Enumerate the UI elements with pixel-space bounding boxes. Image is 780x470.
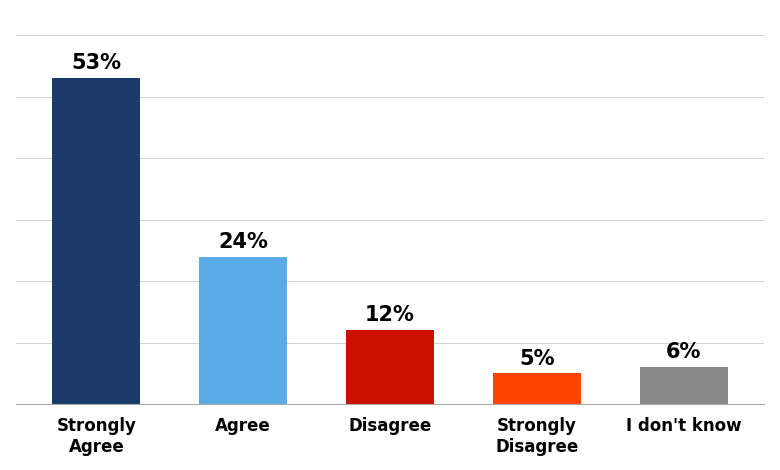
Bar [52,78,140,404]
Text: 12%: 12% [365,306,415,326]
Text: 53%: 53% [71,54,122,73]
Bar [199,257,287,404]
Bar [346,330,434,404]
Text: ssertion that the vetting is being used to settle points and not necessarily to : ssertion that the vetting is being used … [0,26,780,65]
Text: 5%: 5% [519,349,555,368]
Bar [493,374,581,404]
Text: 6%: 6% [666,342,701,362]
Bar [640,368,728,404]
Text: 24%: 24% [218,232,268,252]
